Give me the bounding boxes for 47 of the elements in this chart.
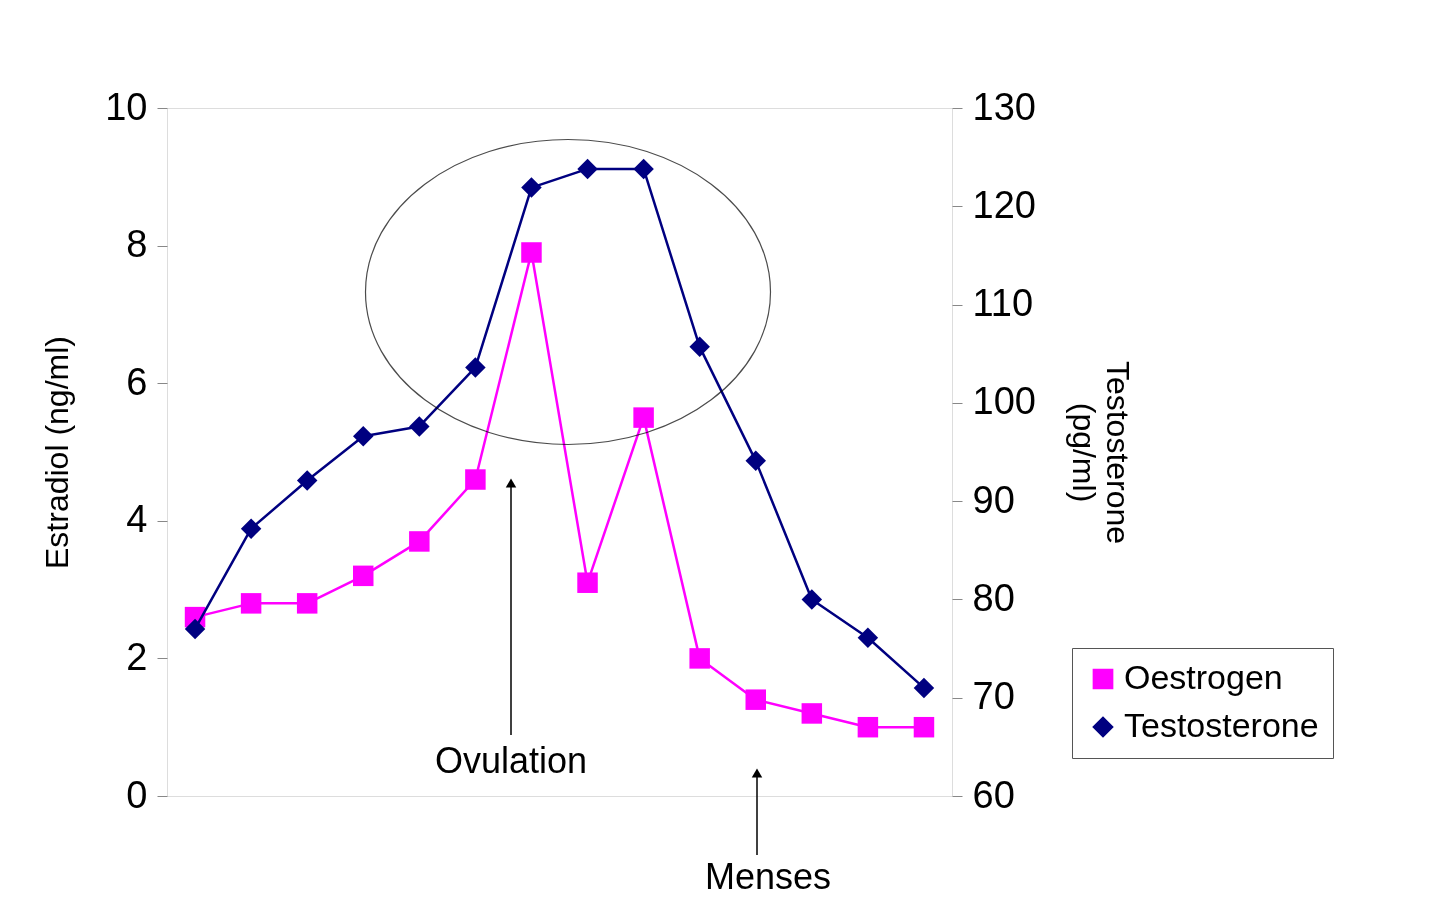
- point: [633, 158, 654, 180]
- point: [184, 618, 206, 640]
- y2-tick-label: 90: [972, 478, 1015, 521]
- legend-label: Oestrogen: [1124, 658, 1283, 696]
- point: [913, 677, 935, 699]
- point: [521, 242, 542, 263]
- point: [577, 572, 598, 593]
- point: [296, 593, 318, 614]
- y2-tick-label: 100: [972, 380, 1036, 423]
- point: [801, 589, 823, 610]
- y2-tick-label: 70: [972, 675, 1015, 718]
- point: [240, 593, 262, 614]
- point: [409, 416, 430, 437]
- point: [801, 703, 823, 724]
- point: [353, 565, 374, 587]
- point: [409, 531, 430, 552]
- point: [353, 426, 374, 447]
- y-tick-label: 2: [126, 635, 148, 678]
- y-tick-label: 8: [126, 223, 148, 266]
- y2-tick-label: 120: [972, 183, 1036, 226]
- legend-label: Testosterone: [1124, 706, 1319, 744]
- point: [465, 357, 486, 378]
- point: [521, 177, 542, 198]
- point: [689, 648, 710, 669]
- annotation: Ovulation: [434, 740, 588, 781]
- y2-tick-label: 110: [972, 282, 1034, 325]
- point: [913, 716, 935, 738]
- y-tick-label: 4: [126, 498, 148, 541]
- point: [633, 407, 654, 428]
- point: [296, 470, 318, 491]
- y2-tick-label: 130: [972, 85, 1036, 128]
- point: [745, 450, 766, 472]
- y-tick-label: 0: [126, 773, 148, 816]
- point: [240, 518, 262, 539]
- point: [577, 158, 598, 180]
- y-axis-title: Estradiol (ng/ml): [39, 336, 76, 569]
- point: [857, 627, 879, 649]
- point: [689, 336, 710, 358]
- y2-tick-label: 60: [972, 773, 1015, 816]
- text: Menses: [704, 856, 832, 897]
- point: [857, 716, 879, 738]
- point: [465, 469, 486, 490]
- y2-axis-title: Testosterone (pg/ml): [1065, 360, 1136, 545]
- point: [745, 689, 766, 710]
- y-tick-label: 10: [105, 85, 148, 128]
- y2-tick-label: 80: [972, 576, 1015, 619]
- y-tick-label: 6: [126, 360, 148, 403]
